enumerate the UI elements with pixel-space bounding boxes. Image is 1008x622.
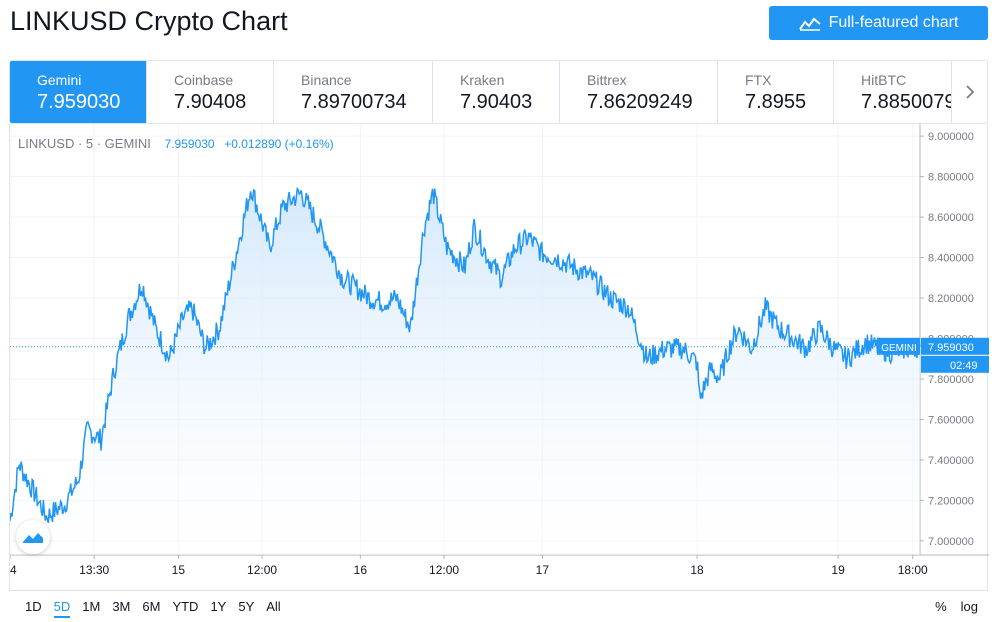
exchange-name: Binance xyxy=(301,72,352,88)
x-tick-label: 12:00 xyxy=(429,563,459,577)
range-3m[interactable]: 3M xyxy=(112,599,131,614)
exchange-price: 7.959030 xyxy=(37,91,121,113)
exchange-tab-gemini[interactable]: Gemini 7.959030 xyxy=(10,61,147,123)
tradingview-logo[interactable] xyxy=(16,520,50,554)
x-tick-label: 4 xyxy=(10,563,17,577)
x-tick-label: 19 xyxy=(831,563,845,577)
last-price-tag-label: 7.959030 xyxy=(928,342,974,354)
range-1m[interactable]: 1M xyxy=(82,599,101,614)
exchange-price: 7.8955 xyxy=(745,91,807,113)
range-1d[interactable]: 1D xyxy=(25,599,42,614)
chevron-right-icon xyxy=(965,85,974,99)
y-tick-label: 7.000000 xyxy=(928,536,974,548)
range-5d[interactable]: 5D xyxy=(48,599,77,618)
full-featured-chart-button[interactable]: Full-featured chart xyxy=(769,6,988,40)
exchange-name: Gemini xyxy=(37,72,82,88)
exchange-tag-label: GEMINI xyxy=(881,343,917,354)
y-tick-label: 8.800000 xyxy=(928,172,974,184)
y-tick-label: 8.200000 xyxy=(928,293,974,305)
exchange-name: Kraken xyxy=(460,72,505,88)
range-6m[interactable]: 6M xyxy=(142,599,161,614)
range-5y[interactable]: 5Y xyxy=(238,599,255,614)
exchange-tabs: Gemini 7.959030 Coinbase 7.90408 Binance… xyxy=(9,60,988,124)
y-tick-label: 7.200000 xyxy=(928,495,974,507)
range-all[interactable]: All xyxy=(266,599,281,614)
tradingview-logo-icon xyxy=(23,533,43,543)
exchange-name: Bittrex xyxy=(587,72,627,88)
exchange-tag-bg xyxy=(877,337,920,355)
exchange-tab-kraken[interactable]: Kraken 7.90403 xyxy=(433,61,560,123)
exchange-price: 7.89700734 xyxy=(301,91,407,113)
x-tick-label: 18:00 xyxy=(898,563,928,577)
range-toolbar: 1D 5D 1M 3M 6M YTD 1Y 5Y All % log xyxy=(9,590,988,622)
series-area xyxy=(10,188,920,555)
price-chart[interactable]: 9.000000 8.800000 8.600000 8.400000 8.200000… xyxy=(10,124,989,590)
exchange-tab-coinbase[interactable]: Coinbase 7.90408 xyxy=(147,61,274,123)
exchange-tab-ftx[interactable]: FTX 7.8955 xyxy=(718,61,834,123)
exchange-price: 7.90408 xyxy=(174,91,247,113)
chart-line-icon xyxy=(798,17,821,31)
legend-symbol: LINKUSD · 5 · GEMINI xyxy=(18,136,151,151)
exchange-name: FTX xyxy=(745,72,772,88)
x-tick-label: 15 xyxy=(172,563,186,577)
x-tick-label: 12:00 xyxy=(247,563,277,577)
log-scale-toggle[interactable]: log xyxy=(960,599,978,614)
full-featured-chart-label: Full-featured chart xyxy=(828,14,959,31)
percent-scale-toggle[interactable]: % xyxy=(935,599,947,614)
range-ytd[interactable]: YTD xyxy=(172,599,199,614)
exchange-price: 7.8850079 xyxy=(861,91,954,113)
y-tick-label: 7.400000 xyxy=(928,455,974,467)
y-tick-label: 7.800000 xyxy=(928,374,974,386)
countdown-tag-bg xyxy=(921,355,989,373)
exchange-price: 7.90403 xyxy=(460,91,533,113)
y-tick-label: 8.400000 xyxy=(928,253,974,265)
legend-change: +0.012890 (+0.16%) xyxy=(224,137,334,151)
exchange-name: HitBTC xyxy=(861,72,907,88)
x-tick-label: 13:30 xyxy=(79,563,109,577)
range-1y[interactable]: 1Y xyxy=(210,599,227,614)
exchange-price: 7.86209249 xyxy=(587,91,693,113)
y-tick-label: 9.000000 xyxy=(928,131,974,143)
legend-value: 7.959030 xyxy=(164,137,215,151)
last-price-tag-bg xyxy=(921,337,989,355)
series-line xyxy=(10,187,921,524)
x-tick-label: 18 xyxy=(690,563,704,577)
y-tick-label: 8.600000 xyxy=(928,212,974,224)
y-tick-label: 7.600000 xyxy=(928,414,974,426)
countdown-tag-label: 02:49 xyxy=(950,360,978,372)
exchange-tab-hitbtc[interactable]: HitBTC 7.8850079 xyxy=(834,61,954,123)
x-tick-label: 17 xyxy=(536,563,550,577)
chart-area[interactable]: 9.000000 8.800000 8.600000 8.400000 8.200000… xyxy=(9,124,989,590)
page-title: LINKUSD Crypto Chart xyxy=(10,6,288,36)
exchange-tab-bittrex[interactable]: Bittrex 7.86209249 xyxy=(560,61,718,123)
scroll-right-button[interactable] xyxy=(951,61,987,123)
x-tick-label: 16 xyxy=(354,563,368,577)
exchange-tab-binance[interactable]: Binance 7.89700734 xyxy=(274,61,433,123)
chart-legend: LINKUSD · 5 · GEMINI 7.959030 +0.012890 … xyxy=(18,136,334,151)
exchange-name: Coinbase xyxy=(174,72,234,88)
